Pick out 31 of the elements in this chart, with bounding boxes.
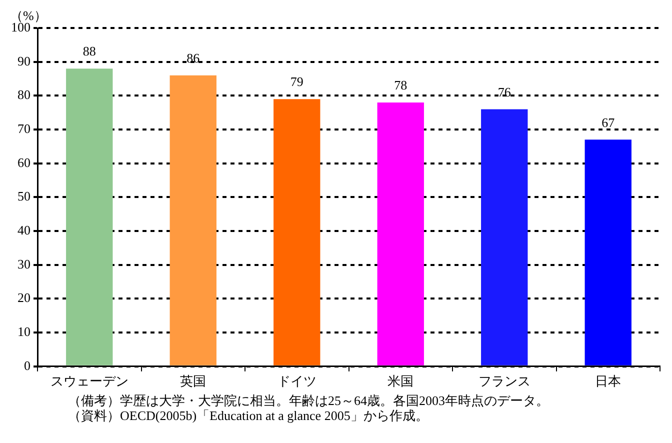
bar bbox=[66, 68, 113, 366]
data-label: 67 bbox=[602, 114, 616, 130]
y-tick-label: 30 bbox=[18, 256, 30, 272]
y-tick-label: 0 bbox=[24, 358, 30, 373]
data-label: 78 bbox=[394, 78, 408, 93]
text: （資料）OECD(2005b)「Education at a glance 2005」から作成。 bbox=[68, 408, 430, 423]
x-tick-label: 米国 bbox=[388, 374, 414, 389]
y-tick-label: 20 bbox=[18, 290, 30, 306]
data-label: 86 bbox=[186, 50, 200, 66]
y-tick-label: 70 bbox=[18, 120, 30, 136]
y-tick-label: 60 bbox=[18, 154, 30, 170]
x-tick-label: ドイツ bbox=[277, 374, 316, 389]
bar bbox=[274, 99, 320, 366]
text: （備考）学歴は大学・大学院に相当。年齢は25～64歳。各国2003年時点のデータ。 bbox=[68, 393, 550, 408]
y-tick-label: 40 bbox=[18, 222, 30, 238]
y-tick-label: 50 bbox=[18, 188, 30, 204]
bar bbox=[584, 140, 632, 366]
y-axis-title: （%） bbox=[10, 8, 47, 23]
x-tick-label: 英国 bbox=[180, 374, 206, 389]
data-label: 76 bbox=[498, 84, 512, 100]
bar bbox=[170, 75, 216, 366]
data-label: 88 bbox=[82, 44, 96, 59]
x-tick-label: スウェーデン bbox=[50, 374, 128, 389]
y-tick-label: 90 bbox=[18, 53, 30, 68]
y-tick-label: 10 bbox=[18, 324, 30, 339]
data-label: 79 bbox=[290, 74, 304, 90]
x-tick-label: 日本 bbox=[595, 374, 622, 389]
bar bbox=[377, 102, 424, 366]
x-tick-label: フランス bbox=[478, 374, 530, 389]
y-tick-label: 80 bbox=[18, 87, 30, 102]
bar bbox=[481, 109, 528, 366]
